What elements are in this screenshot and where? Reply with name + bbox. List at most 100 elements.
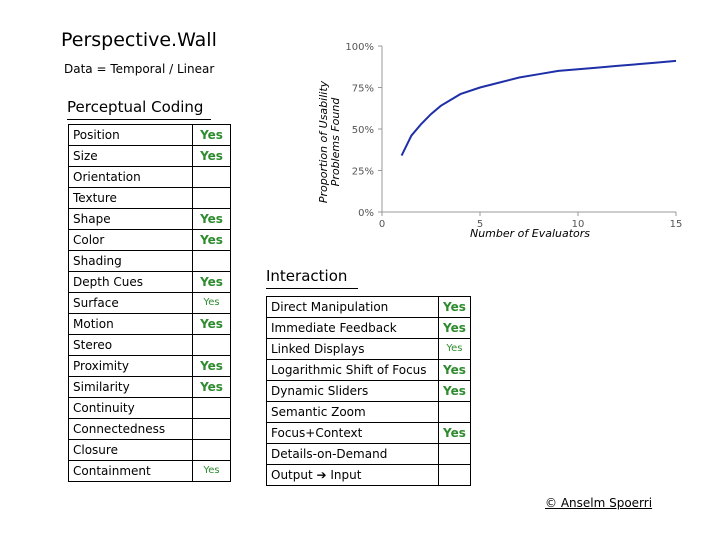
- interaction-row: Semantic Zoom: [266, 401, 471, 423]
- perceptual-row: Similarity Yes: [68, 376, 231, 398]
- y-tick-label: 25%: [352, 167, 374, 178]
- interaction-row: Focus+Context Yes: [266, 422, 471, 444]
- perceptual-value: [192, 418, 231, 440]
- interaction-row: Direct Manipulation Yes: [266, 296, 471, 318]
- perceptual-label: Orientation: [68, 166, 193, 188]
- perceptual-label: Position: [68, 124, 193, 146]
- perceptual-row: Depth Cues Yes: [68, 271, 231, 293]
- y-tick-label: 0%: [358, 208, 374, 219]
- interaction-row: Details-on-Demand: [266, 443, 471, 465]
- perceptual-row: Containment Yes: [68, 460, 231, 482]
- perceptual-value: Yes: [192, 229, 231, 251]
- perceptual-value: Yes: [192, 208, 231, 230]
- interaction-label: Details-on-Demand: [266, 443, 439, 465]
- chart-series: [400, 59, 677, 157]
- page-title: Perspective.Wall: [61, 29, 217, 51]
- chart-y-axis-label-line: Proportion of Usability: [317, 80, 330, 203]
- perceptual-value: [192, 397, 231, 419]
- perceptual-label: Texture: [68, 187, 193, 209]
- interaction-label: Direct Manipulation: [266, 296, 439, 318]
- chart-y-axis-label: Proportion of UsabilityProblems Found: [317, 80, 342, 203]
- perceptual-row: Shape Yes: [68, 208, 231, 230]
- interaction-label: Immediate Feedback: [266, 317, 439, 339]
- perceptual-row: Surface Yes: [68, 292, 231, 314]
- chart-x-axis-label: Number of Evaluators: [470, 227, 590, 240]
- x-tick-label: 0: [379, 219, 385, 230]
- y-tick-label: 50%: [352, 125, 374, 136]
- interaction-heading-text: Interaction: [266, 267, 348, 285]
- interaction-label: Logarithmic Shift of Focus: [266, 359, 439, 381]
- perceptual-coding-table: Position Yes Size Yes Orientation Texture Shap…: [68, 124, 231, 482]
- copyright-credit: © Anselm Spoerri: [545, 496, 653, 510]
- interaction-value: [438, 443, 471, 465]
- perceptual-value: Yes: [192, 145, 231, 167]
- perceptual-row: Position Yes: [68, 124, 231, 146]
- perceptual-value: Yes: [192, 271, 231, 293]
- perceptual-row: Texture: [68, 187, 231, 209]
- perceptual-label: Shading: [68, 250, 193, 272]
- interaction-value: Yes: [438, 317, 471, 339]
- interaction-value: [438, 401, 471, 423]
- perceptual-value: [192, 250, 231, 272]
- heading-underline: [266, 288, 358, 289]
- interaction-row: Immediate Feedback Yes: [266, 317, 471, 339]
- usability-chart: 0% 25% 50% 75% 100% 0 5 10 15 Number of Evaluato…: [317, 42, 682, 240]
- perceptual-coding-heading-text: Perceptual Coding: [67, 98, 204, 116]
- interaction-row: Output ➔ Input: [266, 464, 471, 486]
- perceptual-row: Orientation: [68, 166, 231, 188]
- interaction-row: Dynamic Sliders Yes: [266, 380, 471, 402]
- interaction-value: Yes: [438, 422, 471, 444]
- perceptual-value: [192, 187, 231, 209]
- perceptual-label: Containment: [68, 460, 193, 482]
- perceptual-label: Closure: [68, 439, 193, 461]
- perceptual-label: Surface: [68, 292, 193, 314]
- perceptual-value: Yes: [192, 460, 231, 482]
- perceptual-row: Shading: [68, 250, 231, 272]
- interaction-value: Yes: [438, 338, 471, 360]
- interaction-label: Focus+Context: [266, 422, 439, 444]
- perceptual-label: Shape: [68, 208, 193, 230]
- interaction-value: Yes: [438, 380, 471, 402]
- perceptual-row: Stereo: [68, 334, 231, 356]
- x-tick-label: 5: [477, 219, 483, 230]
- y-tick-label: 100%: [345, 42, 374, 53]
- perceptual-value: Yes: [192, 313, 231, 335]
- perceptual-row: Motion Yes: [68, 313, 231, 335]
- perceptual-label: Continuity: [68, 397, 193, 419]
- perceptual-value: Yes: [192, 292, 231, 314]
- interaction-row: Logarithmic Shift of Focus Yes: [266, 359, 471, 381]
- perceptual-label: Motion: [68, 313, 193, 335]
- interaction-value: [438, 464, 471, 486]
- perceptual-row: Connectedness: [68, 418, 231, 440]
- interaction-label: Dynamic Sliders: [266, 380, 439, 402]
- perceptual-value: Yes: [192, 124, 231, 146]
- perceptual-row: Proximity Yes: [68, 355, 231, 377]
- perceptual-label: Size: [68, 145, 193, 167]
- x-tick-label: 15: [670, 219, 683, 230]
- perceptual-row: Size Yes: [68, 145, 231, 167]
- perceptual-label: Stereo: [68, 334, 193, 356]
- perceptual-row: Color Yes: [68, 229, 231, 251]
- perceptual-value: Yes: [192, 376, 231, 398]
- perceptual-label: Color: [68, 229, 193, 251]
- interaction-value: Yes: [438, 296, 471, 318]
- perceptual-label: Connectedness: [68, 418, 193, 440]
- perceptual-value: [192, 439, 231, 461]
- perceptual-row: Continuity: [68, 397, 231, 419]
- interaction-label: Output ➔ Input: [266, 464, 439, 486]
- interaction-row: Linked Displays Yes: [266, 338, 471, 360]
- y-tick-label: 75%: [352, 84, 374, 95]
- x-tick-label: 10: [572, 219, 585, 230]
- perceptual-coding-heading: Perceptual Coding: [67, 98, 211, 120]
- interaction-heading: Interaction: [266, 267, 358, 289]
- perceptual-value: [192, 334, 231, 356]
- interaction-value: Yes: [438, 359, 471, 381]
- chart-y-axis-label-line: Problems Found: [329, 97, 342, 187]
- heading-underline: [67, 119, 211, 120]
- perceptual-label: Depth Cues: [68, 271, 193, 293]
- page-subtitle: Data = Temporal / Linear: [64, 62, 215, 76]
- chart-ticks: 0% 25% 50% 75% 100% 0 5 10 15: [345, 42, 682, 230]
- chart-axes: [381, 46, 676, 213]
- interaction-label: Linked Displays: [266, 338, 439, 360]
- perceptual-value: Yes: [192, 355, 231, 377]
